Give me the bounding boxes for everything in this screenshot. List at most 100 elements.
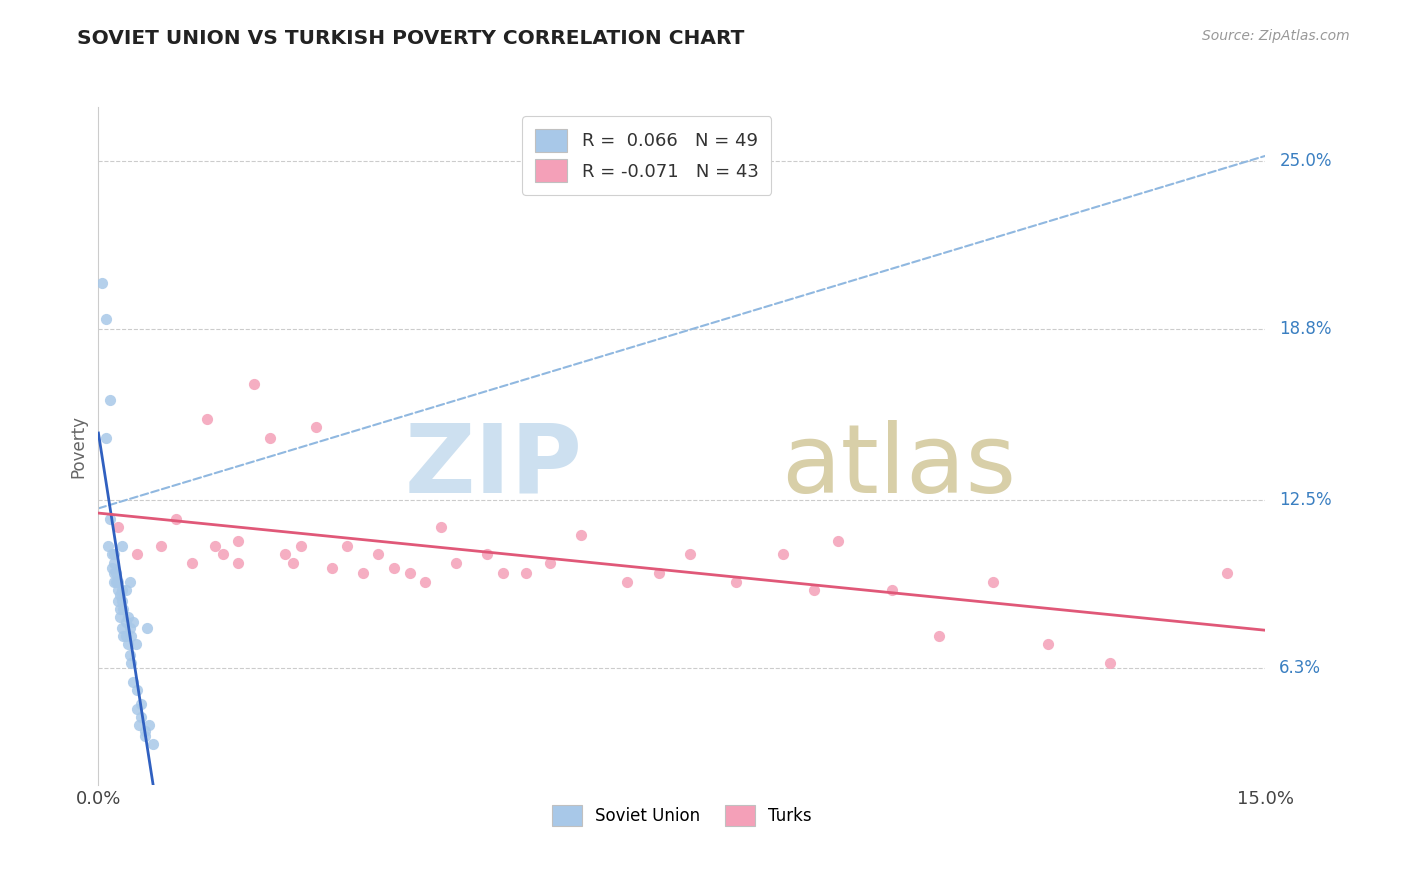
- Point: [142, 737, 165, 751]
- Point: [538, 556, 561, 570]
- Point: [127, 683, 149, 698]
- Text: atlas: atlas: [782, 420, 1017, 513]
- Point: [398, 566, 420, 581]
- Point: [569, 528, 592, 542]
- Point: [228, 533, 250, 548]
- Point: [204, 539, 226, 553]
- Point: [104, 574, 127, 589]
- Point: [101, 548, 124, 562]
- Point: [803, 582, 825, 597]
- Point: [107, 520, 129, 534]
- Point: [103, 548, 125, 562]
- Text: SOVIET UNION VS TURKISH POVERTY CORRELATION CHART: SOVIET UNION VS TURKISH POVERTY CORRELAT…: [77, 29, 745, 47]
- Point: [180, 556, 202, 570]
- Point: [97, 539, 120, 553]
- Point: [149, 539, 172, 553]
- Point: [429, 520, 451, 534]
- Point: [127, 702, 149, 716]
- Point: [195, 412, 218, 426]
- Legend: Soviet Union, Turks: Soviet Union, Turks: [540, 793, 824, 838]
- Point: [880, 582, 903, 597]
- Point: [103, 556, 125, 570]
- Point: [122, 674, 145, 689]
- Point: [111, 539, 134, 553]
- Point: [274, 548, 297, 562]
- Point: [446, 556, 468, 570]
- Point: [117, 610, 139, 624]
- Text: ZIP: ZIP: [405, 420, 582, 513]
- Point: [96, 431, 118, 445]
- Point: [725, 574, 748, 589]
- Point: [111, 582, 134, 597]
- Text: 18.8%: 18.8%: [1279, 320, 1331, 338]
- Point: [138, 718, 160, 732]
- Point: [305, 420, 328, 434]
- Point: [111, 593, 134, 607]
- Point: [367, 548, 389, 562]
- Point: [827, 533, 849, 548]
- Point: [1036, 637, 1059, 651]
- Point: [259, 431, 281, 445]
- Point: [117, 637, 139, 651]
- Point: [127, 548, 149, 562]
- Point: [104, 566, 127, 581]
- Text: 6.3%: 6.3%: [1279, 659, 1322, 677]
- Point: [107, 574, 129, 589]
- Text: 25.0%: 25.0%: [1279, 153, 1331, 170]
- Point: [101, 561, 124, 575]
- Point: [647, 566, 669, 581]
- Point: [336, 539, 359, 553]
- Point: [928, 629, 950, 643]
- Point: [107, 593, 129, 607]
- Point: [352, 566, 374, 581]
- Y-axis label: Poverty: Poverty: [69, 415, 87, 477]
- Point: [112, 629, 135, 643]
- Point: [281, 556, 304, 570]
- Text: 12.5%: 12.5%: [1279, 491, 1331, 509]
- Point: [413, 574, 436, 589]
- Point: [477, 548, 499, 562]
- Point: [1215, 566, 1237, 581]
- Point: [120, 656, 142, 670]
- Point: [118, 574, 141, 589]
- Point: [129, 697, 152, 711]
- Point: [212, 548, 235, 562]
- Point: [128, 718, 150, 732]
- Point: [91, 277, 114, 291]
- Point: [107, 582, 129, 597]
- Point: [129, 710, 152, 724]
- Point: [118, 648, 141, 662]
- Point: [122, 615, 145, 630]
- Point: [679, 548, 702, 562]
- Point: [108, 588, 131, 602]
- Point: [321, 561, 343, 575]
- Point: [228, 556, 250, 570]
- Point: [135, 621, 157, 635]
- Point: [98, 392, 121, 407]
- Point: [134, 723, 156, 738]
- Point: [114, 615, 136, 630]
- Point: [772, 548, 794, 562]
- Point: [111, 621, 134, 635]
- Point: [134, 729, 156, 743]
- Point: [96, 311, 118, 326]
- Point: [108, 610, 131, 624]
- Point: [515, 566, 537, 581]
- Point: [165, 512, 187, 526]
- Point: [492, 566, 515, 581]
- Point: [103, 574, 125, 589]
- Point: [382, 561, 405, 575]
- Point: [243, 376, 266, 391]
- Point: [118, 621, 141, 635]
- Point: [108, 601, 131, 615]
- Point: [103, 566, 125, 581]
- Point: [112, 601, 135, 615]
- Point: [981, 574, 1004, 589]
- Point: [120, 629, 142, 643]
- Point: [98, 512, 121, 526]
- Point: [616, 574, 638, 589]
- Point: [125, 637, 148, 651]
- Point: [114, 582, 136, 597]
- Text: Source: ZipAtlas.com: Source: ZipAtlas.com: [1202, 29, 1350, 43]
- Point: [290, 539, 312, 553]
